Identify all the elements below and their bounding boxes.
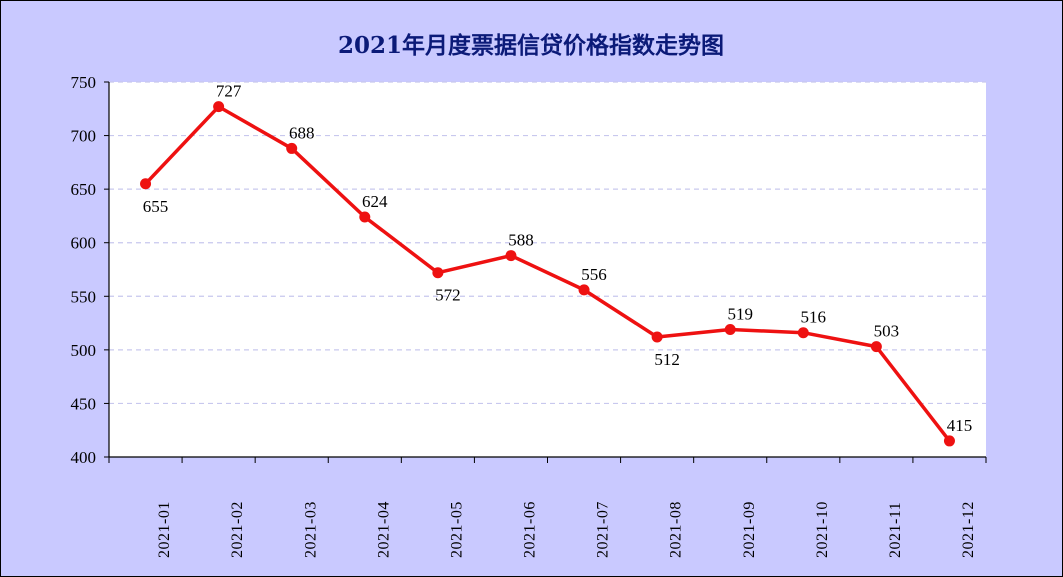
x-tick-label: 2021-04 [375,501,392,558]
x-tick-label: 2021-09 [741,501,758,558]
y-tick-label: 500 [71,341,97,360]
data-label: 688 [289,123,315,142]
data-label: 588 [508,231,534,250]
data-point [724,324,736,335]
y-tick-label: 450 [71,394,97,413]
x-tick-labels: 2021-01 2021-02 2021-03 2021-04 2021-05 2021-… [156,501,977,558]
axes [104,81,987,463]
x-tick-label: 2021-01 [156,501,173,558]
x-tick-label: 2021-02 [229,501,246,558]
series-line-path [144,104,951,443]
data-labels: 655 727 688 624 572 588 556 512 519 516 503 415 [143,82,972,435]
data-label: 512 [654,350,680,369]
x-tick-label: 2021-10 [814,501,831,558]
data-point [505,250,517,262]
series-line [144,104,951,443]
plot-area [109,82,986,457]
x-tick-label: 2021-03 [302,501,319,558]
data-point [797,327,809,339]
x-tick-label: 2021-08 [668,501,685,558]
x-tick-label: 2021-06 [522,501,539,558]
data-label: 655 [143,197,169,216]
x-tick-label: 2021-12 [960,501,977,558]
data-label: 415 [947,416,973,435]
y-tick-label: 400 [71,448,97,467]
data-point [359,211,371,223]
data-point [870,341,882,353]
data-point [432,267,444,279]
y-tick-label: 600 [71,234,97,253]
data-label: 727 [216,82,242,101]
chart-title: 2021年月度票据信贷价格指数走势图 [338,32,724,59]
data-label: 572 [435,286,461,305]
data-label: 556 [581,265,607,284]
data-points [140,101,955,447]
data-label: 516 [801,308,827,327]
y-tick-label: 700 [71,127,97,146]
x-tick-label: 2021-07 [595,501,612,558]
data-label: 503 [874,322,900,341]
y-tick-label: 750 [71,73,97,92]
grid-lines [109,81,986,405]
y-tick-label: 550 [71,287,97,306]
data-point [578,284,590,296]
data-point [651,331,663,343]
y-tick-labels: 400 450 500 550 600 650 700 750 [71,73,97,467]
y-tick-label: 650 [71,180,97,199]
data-point [213,101,225,113]
data-label: 519 [727,305,753,324]
data-label: 624 [362,192,388,211]
data-point [943,435,955,447]
x-tick-label: 2021-05 [448,501,465,558]
x-tick-label: 2021-11 [887,502,904,558]
data-point [140,178,152,190]
data-point [286,142,298,154]
